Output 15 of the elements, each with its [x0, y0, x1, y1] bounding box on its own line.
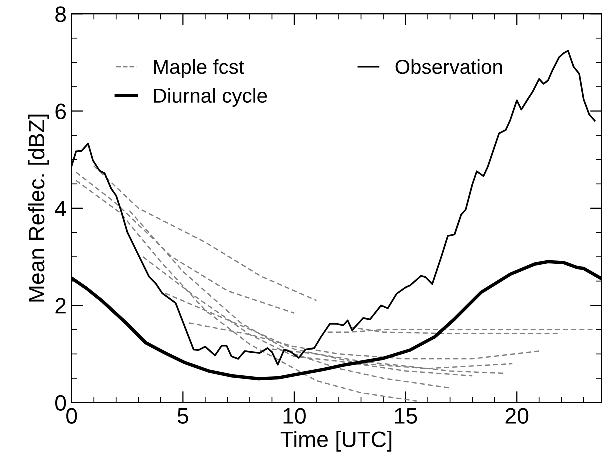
y-tick-label: 8	[56, 6, 66, 22]
y-tick-label: 0	[56, 395, 66, 412]
x-tick-label: 10	[284, 408, 306, 424]
x-tick-label: 5	[178, 408, 188, 424]
y-tick-label: 4	[55, 201, 66, 216]
x-tick-label: 15	[395, 408, 418, 424]
y-tick-label: 6	[56, 104, 66, 120]
legend-label: Diurnal cycle	[154, 88, 268, 108]
x-axis-title: Time [UTC]	[280, 431, 392, 452]
legend-label: Observation	[396, 59, 502, 74]
x-tick-label: 20	[506, 408, 529, 424]
x-tick-label: 0	[66, 408, 78, 424]
y-tick-label: 2	[56, 298, 66, 314]
y-axis-title: Mean Reflec. [dBZ]	[28, 114, 50, 302]
legend-label: Maple fcst	[154, 59, 244, 78]
